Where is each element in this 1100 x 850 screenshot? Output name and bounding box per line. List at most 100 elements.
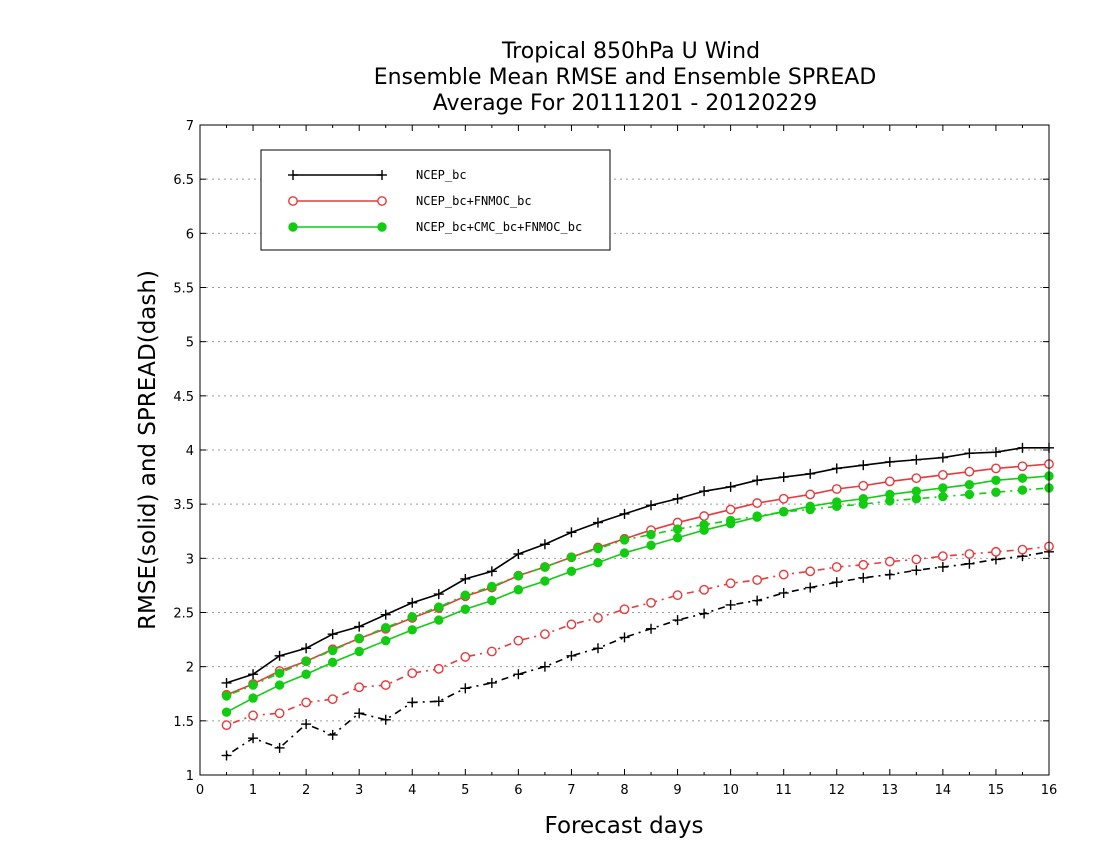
rmse-point — [752, 475, 763, 486]
rmse-point — [778, 507, 789, 517]
rmse-point — [513, 549, 524, 559]
x-tick-label: 14 — [935, 783, 952, 798]
spread-point — [778, 569, 789, 580]
spread-point — [699, 584, 709, 595]
legend-label: NCEP_bc+FNMOC_bc — [416, 194, 532, 208]
spread-point — [805, 582, 816, 593]
rmse-point — [991, 475, 1001, 486]
spread-point — [221, 720, 232, 731]
spread-point — [1017, 485, 1028, 495]
spread-point — [221, 691, 232, 701]
y-tick-label: 2 — [186, 661, 194, 676]
rmse-point — [592, 517, 603, 528]
y-tick-label: 6 — [186, 227, 194, 242]
spread-point — [884, 556, 895, 567]
x-tick-label: 3 — [355, 783, 363, 798]
spread-point — [327, 694, 338, 705]
spread-point — [805, 566, 816, 577]
x-tick-label: 13 — [882, 783, 899, 798]
rmse-point — [831, 484, 842, 494]
y-tick-label: 6.5 — [173, 173, 194, 188]
legend-entry-0: NCEP_bc — [288, 168, 467, 182]
chart-title-line-1: Tropical 850hPa U Wind — [501, 39, 760, 64]
spread-point — [566, 619, 577, 630]
x-tick-label: 4 — [408, 783, 416, 798]
spread-point — [672, 615, 683, 626]
spread-point — [381, 622, 391, 633]
legend: NCEP_bc NCEP_bc+FNMOC_bc NCEP_bc+CMC_bc+FN… — [260, 149, 611, 251]
spread-point — [460, 652, 471, 662]
legend-marker — [288, 196, 298, 206]
spread-line — [226, 551, 1050, 757]
rmse-point — [752, 512, 762, 522]
spread-point — [513, 570, 524, 581]
rmse-point — [699, 511, 709, 521]
spread-point — [831, 562, 842, 572]
rmse-point — [221, 707, 232, 717]
chart-title: Tropical 850hPa U Wind Ensemble Mean RMS… — [374, 39, 877, 116]
spread-point — [248, 710, 258, 721]
spread-point — [593, 543, 603, 554]
rmse-point — [991, 463, 1001, 474]
rmse-point — [460, 573, 471, 584]
spread-point — [354, 633, 364, 644]
spread-point — [752, 595, 763, 606]
x-tick-label: 6 — [514, 783, 522, 798]
axis-ticks: 11.522.533.544.555.566.570 1 2 3 4 5 6 7 8 9 10 11 1… — [173, 119, 1057, 798]
rmse-point — [540, 576, 550, 586]
rmse-point — [805, 468, 816, 479]
spread-point — [380, 714, 391, 725]
spread-point — [646, 597, 656, 608]
rmse-point — [884, 456, 895, 467]
legend-entry-1: NCEP_bc+FNMOC_bc — [288, 194, 532, 208]
spread-point — [884, 569, 895, 580]
spread-point — [539, 661, 550, 672]
rmse-point — [513, 585, 524, 595]
rmse-point — [248, 669, 259, 680]
spread-point — [407, 697, 418, 708]
rmse-point — [778, 493, 789, 504]
rmse-point — [327, 629, 338, 640]
rmse-point — [327, 657, 338, 668]
x-tick-label: 1 — [249, 783, 257, 798]
y-tick-label: 4.5 — [173, 390, 194, 405]
y-tick-label: 5 — [186, 336, 194, 351]
spread-point — [327, 645, 338, 656]
spread-point — [991, 546, 1001, 557]
x-tick-label: 9 — [673, 783, 681, 798]
y-tick-label: 2.5 — [173, 607, 194, 622]
x-tick-label: 2 — [302, 783, 310, 798]
rmse-point — [725, 481, 736, 492]
spread-point — [301, 697, 312, 708]
spread-point — [938, 491, 948, 502]
spread-point — [964, 558, 975, 569]
y-tick-label: 3 — [186, 552, 194, 567]
x-axis-label: Forecast days — [545, 813, 704, 839]
legend-label: NCEP_bc+CMC_bc+FNMOC_bc — [416, 220, 582, 234]
rmse-point — [301, 643, 312, 654]
rmse-point — [911, 454, 922, 465]
rmse-point — [486, 566, 497, 577]
spread-point — [460, 683, 471, 694]
spread-line — [226, 487, 1050, 697]
rmse-point — [407, 597, 418, 608]
rmse-point — [1017, 473, 1028, 483]
spread-point — [248, 733, 259, 744]
spread-point — [911, 554, 922, 565]
x-tick-label: 15 — [988, 783, 1005, 798]
spread-point — [513, 669, 524, 680]
spread-point — [858, 559, 869, 570]
spread-point — [487, 581, 497, 592]
rmse-point — [831, 463, 842, 474]
rmse-line — [226, 447, 1049, 684]
spread-point — [831, 577, 842, 588]
y-tick-label: 4 — [186, 444, 194, 459]
rmse-point — [805, 489, 816, 500]
legend-marker — [288, 222, 298, 232]
spread-point — [646, 623, 657, 634]
spread-point — [301, 656, 311, 666]
rmse-point — [778, 472, 789, 483]
series-1 — [221, 459, 1054, 731]
spread-point — [486, 677, 497, 688]
